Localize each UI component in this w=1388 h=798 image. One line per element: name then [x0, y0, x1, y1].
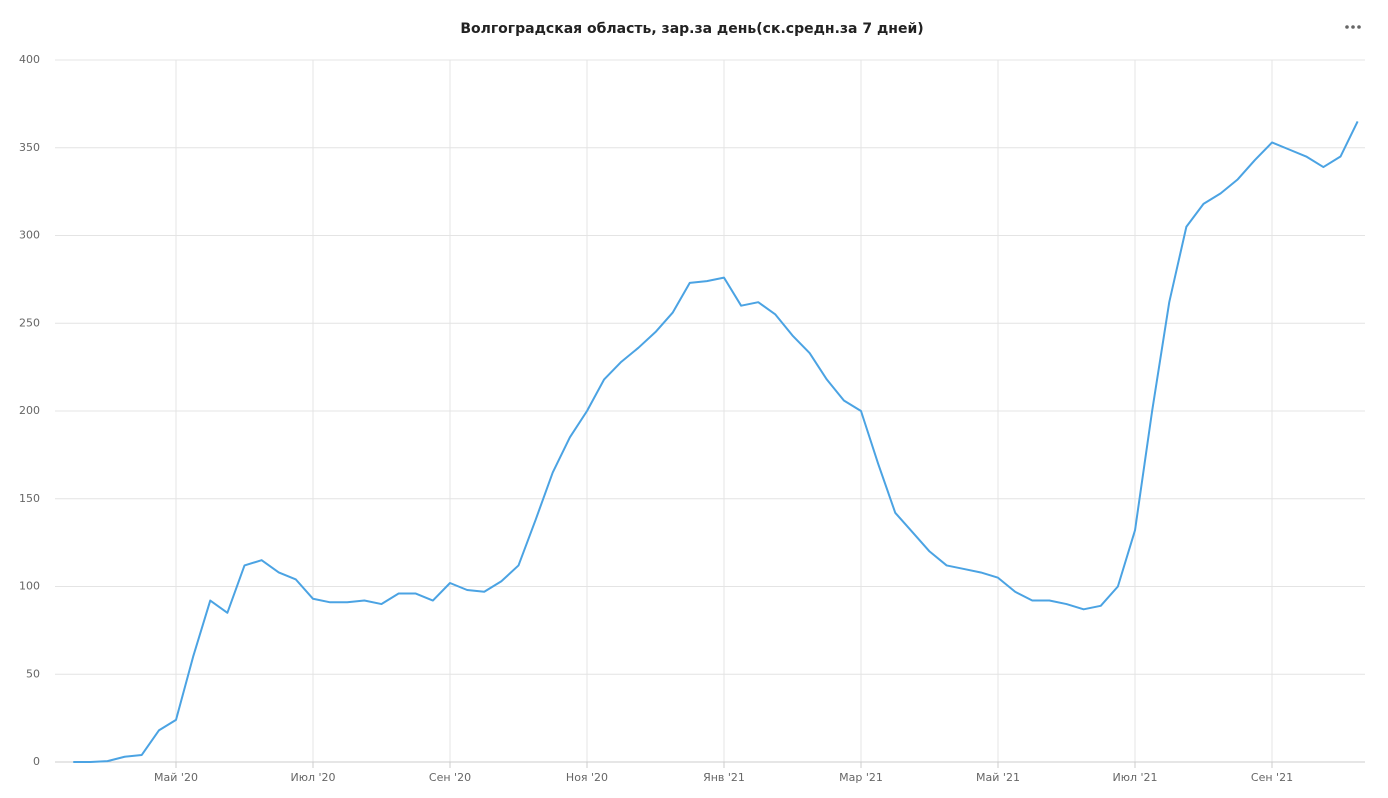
y-tick-label: 0	[33, 755, 40, 768]
y-tick-label: 200	[19, 404, 40, 417]
x-tick-label: Сен '21	[1251, 771, 1293, 784]
menu-button[interactable]	[1345, 25, 1361, 29]
x-tick-label: Июл '21	[1112, 771, 1157, 784]
x-tick-label: Сен '20	[429, 771, 471, 784]
y-tick-label: 250	[19, 316, 40, 329]
x-tick-label: Ноя '20	[566, 771, 608, 784]
y-tick-label: 50	[26, 667, 40, 680]
y-tick-label: 400	[19, 53, 40, 66]
line	[73, 120, 1359, 763]
menu-dot	[1351, 25, 1355, 29]
menu-dot	[1357, 25, 1361, 29]
x-tick-label: Май '20	[154, 771, 198, 784]
y-tick-label: 300	[19, 229, 40, 242]
chart-title: Волгоградская область, зар.за день(ск.ср…	[460, 21, 923, 37]
x-tick-label: Янв '21	[703, 771, 745, 784]
x-tick-label: Май '21	[976, 771, 1020, 784]
x-tick-label: Мар '21	[839, 771, 883, 784]
menu-dot	[1345, 25, 1349, 29]
y-tick-label: 150	[19, 492, 40, 505]
y-tick-label: 350	[19, 141, 40, 154]
y-tick-label: 100	[19, 580, 40, 593]
x-tick-label: Июл '20	[290, 771, 335, 784]
